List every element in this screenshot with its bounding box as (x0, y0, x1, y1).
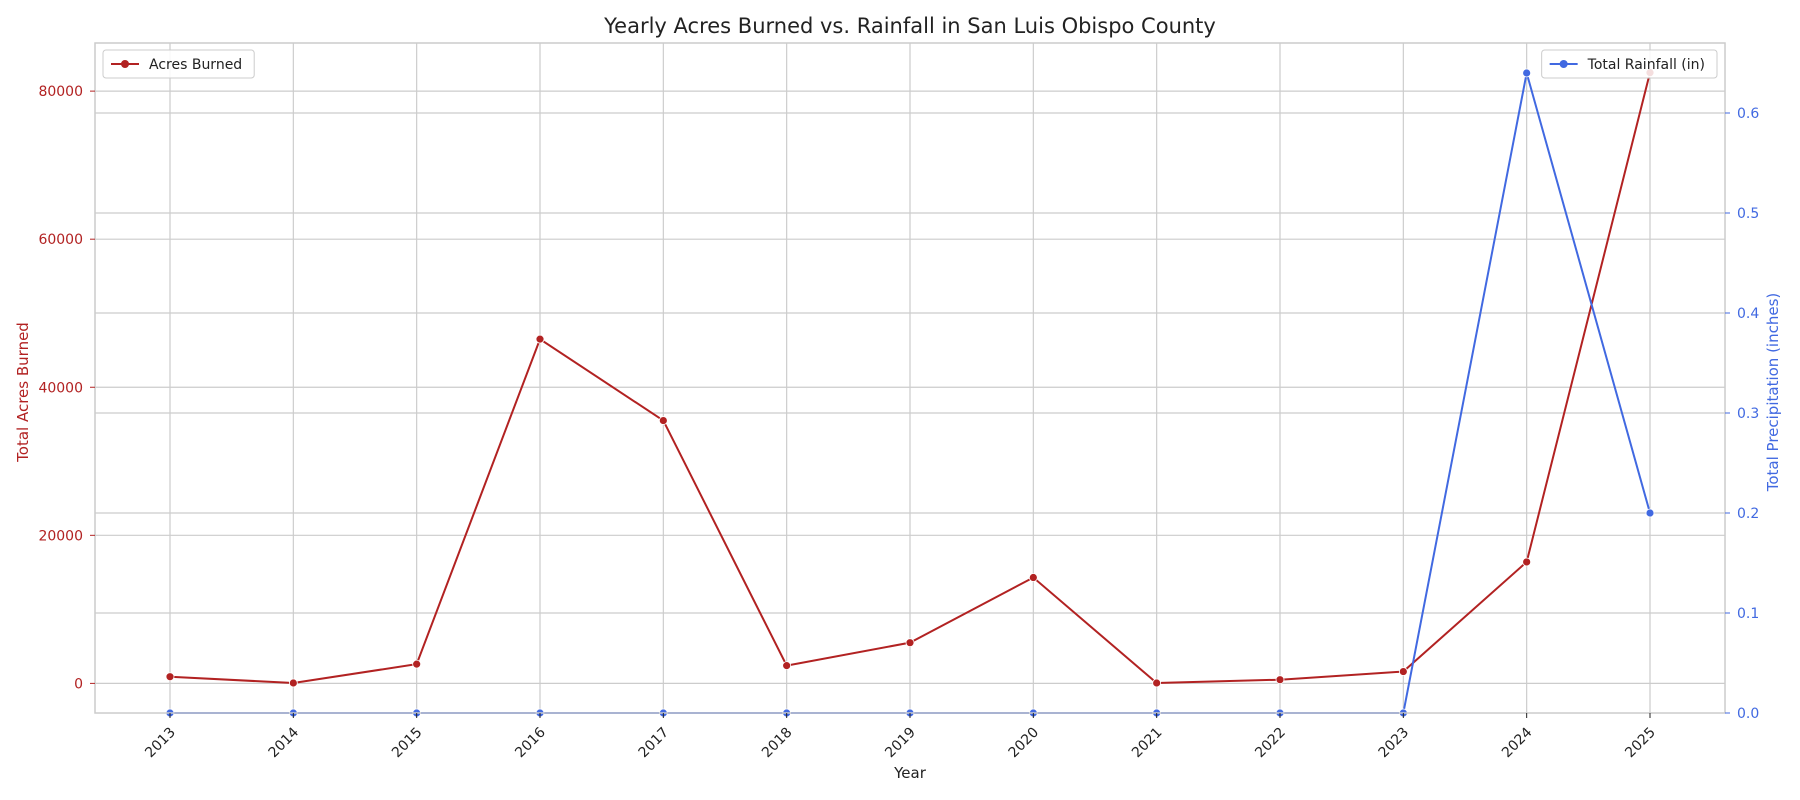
right-y-axis-label: Total Precipitation (inches) (1764, 293, 1782, 493)
x-tick-label: 2025 (1622, 725, 1659, 762)
x-tick-label: 2013 (142, 725, 179, 762)
x-tick-label: 2015 (389, 725, 426, 762)
data-point (905, 638, 915, 648)
left-tick-label: 60000 (38, 232, 83, 248)
x-tick-label: 2019 (882, 725, 919, 762)
data-point (1522, 68, 1532, 78)
x-tick-label: 2016 (512, 724, 549, 761)
data-point (1645, 508, 1655, 518)
right-tick-label: 0.3 (1737, 406, 1759, 422)
axes-layer: 0 20000 40000 60000 80000 0.0 0.1 0.2 0.3 0.4 0.5 0… (38, 42, 1759, 762)
legend-box (102, 49, 255, 79)
legend-marker (121, 60, 129, 68)
x-tick-label: 2022 (1252, 725, 1289, 762)
data-point (1152, 678, 1162, 688)
right-tick-label: 0.2 (1737, 506, 1759, 522)
legend-marker (1559, 60, 1568, 68)
x-tick-label: 2024 (1499, 724, 1536, 761)
data-point (1028, 573, 1038, 582)
right-tick-label: 0.5 (1737, 206, 1759, 222)
left-tick-label: 20000 (38, 528, 83, 544)
data-point (412, 659, 422, 669)
left-tick-label: 40000 (38, 380, 83, 396)
data-point (782, 661, 792, 671)
x-tick-label: 2023 (1376, 725, 1413, 762)
legend-label: Acres Burned (149, 57, 242, 73)
data-point (658, 416, 668, 425)
x-tick-label: 2021 (1129, 725, 1166, 762)
right-tick-label: 0.0 (1737, 706, 1759, 722)
data-point (165, 672, 175, 682)
x-axis-label: Year (893, 764, 927, 782)
right-tick-label: 0.1 (1737, 606, 1759, 622)
data-point (1398, 667, 1408, 676)
legend-top-left: Acres Burned (102, 49, 255, 79)
chart-title: Yearly Acres Burned vs. Rainfall in San … (603, 14, 1216, 38)
right-tick-label: 0.6 (1737, 106, 1759, 122)
data-point (535, 334, 545, 344)
left-y-axis-label: Total Acres Burned (14, 322, 32, 463)
data-point (288, 678, 298, 688)
x-tick-label: 2018 (759, 725, 796, 762)
grid-layer (95, 43, 1725, 713)
x-tick-label: 2014 (266, 724, 303, 761)
right-tick-label: 0.4 (1737, 306, 1759, 322)
data-point (1522, 557, 1532, 567)
legend-layer: Acres Burned Total Rainfall (in) (102, 49, 1718, 79)
x-tick-label: 2017 (636, 725, 673, 762)
data-point (1275, 675, 1285, 685)
left-tick-label: 80000 (38, 84, 83, 100)
legend-label: Total Rainfall (in) (1587, 57, 1705, 73)
legend-top-right: Total Rainfall (in) (1541, 49, 1718, 79)
x-tick-label: 2020 (1006, 725, 1043, 762)
legend-box (1541, 49, 1718, 79)
left-tick-label: 0 (74, 676, 83, 692)
